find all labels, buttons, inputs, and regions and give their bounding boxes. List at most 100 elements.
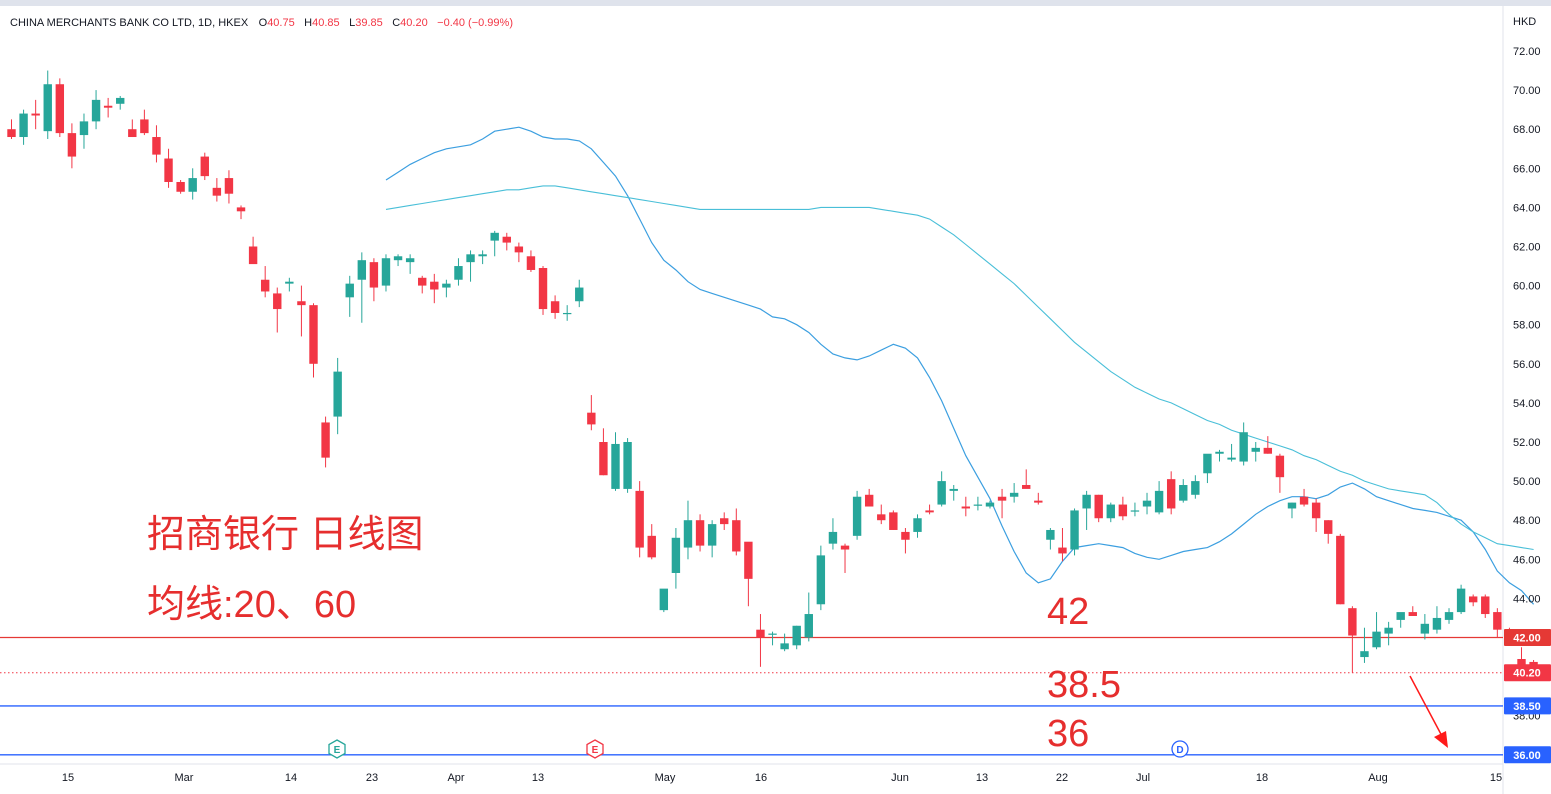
candle-body <box>1468 596 1478 603</box>
open-value: 40.75 <box>267 17 295 29</box>
candle-body <box>526 256 536 270</box>
price-labels: 42.00 40.20 38.50 36.00 <box>1504 629 1551 764</box>
moving-averages <box>385 126 1535 605</box>
candle-body <box>1046 529 1055 540</box>
candle-body <box>611 443 620 489</box>
candle-body <box>780 643 789 650</box>
candle-body <box>1154 490 1164 513</box>
candle-body <box>671 537 681 573</box>
price-tick-label: 62.00 <box>1513 242 1541 254</box>
candle-body <box>345 283 354 298</box>
candle-body <box>550 301 560 313</box>
down-arrow-icon <box>1409 675 1448 748</box>
time-tick-label: 22 <box>1056 772 1068 784</box>
candle-body <box>683 520 693 548</box>
candle-body <box>1142 500 1152 507</box>
ma20-line <box>385 126 1535 605</box>
candle-body <box>442 283 451 288</box>
candle-body <box>1166 479 1176 509</box>
candle-body <box>7 129 16 138</box>
candle-body <box>1118 504 1128 517</box>
candle-body <box>1070 510 1079 550</box>
candle-body <box>961 506 971 509</box>
candle-body <box>321 422 330 458</box>
candle-body <box>393 256 403 261</box>
price-label-box <box>1504 697 1551 715</box>
candle-body <box>1215 451 1224 454</box>
candle-body <box>1203 453 1212 474</box>
candle-body <box>19 113 28 138</box>
candlesticks <box>7 70 1538 680</box>
time-tick-label: 15 <box>1490 772 1502 784</box>
candle-body <box>538 268 548 310</box>
candle-body <box>937 481 946 505</box>
candle-body <box>333 371 342 417</box>
time-tick-label: 18 <box>1256 772 1268 784</box>
candle-body <box>1420 623 1430 634</box>
candle-body <box>828 531 838 544</box>
horizontal-levels <box>0 636 1503 756</box>
candle-body <box>792 625 801 646</box>
candle-body <box>901 531 910 540</box>
candle-body <box>840 545 850 550</box>
time-tick-label: 13 <box>976 772 988 784</box>
candle-body <box>720 518 729 525</box>
time-axis[interactable]: 15 Mar 14 23 Apr 13 May 16 Jun 13 22 Jul 18 Aug 15 <box>62 772 1502 784</box>
candle-body <box>1227 457 1236 460</box>
earnings-event-icon[interactable] <box>328 739 346 759</box>
candle-body <box>1263 447 1273 454</box>
annotation-title: 招商银行 日线图 <box>147 514 424 556</box>
time-tick-label: 16 <box>755 772 767 784</box>
candle-body <box>623 442 632 489</box>
candle-body <box>514 246 524 253</box>
annotation-level-42: 42 <box>1047 591 1089 633</box>
candle-body <box>1239 432 1248 462</box>
price-tick-label: 52.00 <box>1513 437 1541 449</box>
candle-body <box>1251 447 1260 452</box>
dividend-event-icon[interactable] <box>1171 740 1189 758</box>
price-tick-label: 60.00 <box>1513 281 1541 293</box>
candle-body <box>297 301 306 306</box>
high-value: 40.85 <box>312 17 340 29</box>
time-tick-label: Aug <box>1368 772 1388 784</box>
candle-body <box>490 232 499 241</box>
earnings-event-icon[interactable] <box>586 739 604 759</box>
candle-body <box>128 129 137 138</box>
price-tick-label: 64.00 <box>1513 202 1541 214</box>
candle-body <box>744 541 753 579</box>
candle-body <box>635 490 644 548</box>
candle-body <box>1384 627 1393 634</box>
candle-body <box>1179 485 1188 501</box>
price-label-text: 42.00 <box>1513 633 1541 645</box>
candle-body <box>152 137 161 155</box>
price-tick-label: 68.00 <box>1513 124 1541 136</box>
candle-body <box>1360 651 1369 658</box>
price-axis[interactable]: 72.00 70.00 68.00 66.00 64.00 62.00 60.00 58.00… <box>1513 46 1541 723</box>
candle-body <box>1275 455 1285 478</box>
time-tick-label: 14 <box>285 772 297 784</box>
candle-body <box>1130 510 1140 512</box>
price-tick-label: 58.00 <box>1513 320 1541 332</box>
price-label-box <box>1504 629 1551 646</box>
price-label-box <box>1504 664 1551 682</box>
price-tick-label: 46.00 <box>1513 554 1541 566</box>
time-tick-label: Mar <box>175 772 194 784</box>
candle-body <box>212 187 222 196</box>
candle-body <box>913 518 922 532</box>
candle-body <box>1311 502 1321 519</box>
candle-body <box>852 496 862 536</box>
time-tick-label: Jul <box>1136 772 1150 784</box>
candle-body <box>1191 481 1200 495</box>
top-border <box>0 0 1551 6</box>
candle-body <box>695 520 705 546</box>
candle-body <box>1299 496 1309 505</box>
candle-body <box>466 254 475 263</box>
candle-body <box>756 629 765 638</box>
candle-body <box>478 254 487 257</box>
event-letter: E <box>592 745 599 756</box>
candle-body <box>1022 485 1031 489</box>
candle-body <box>877 514 886 521</box>
